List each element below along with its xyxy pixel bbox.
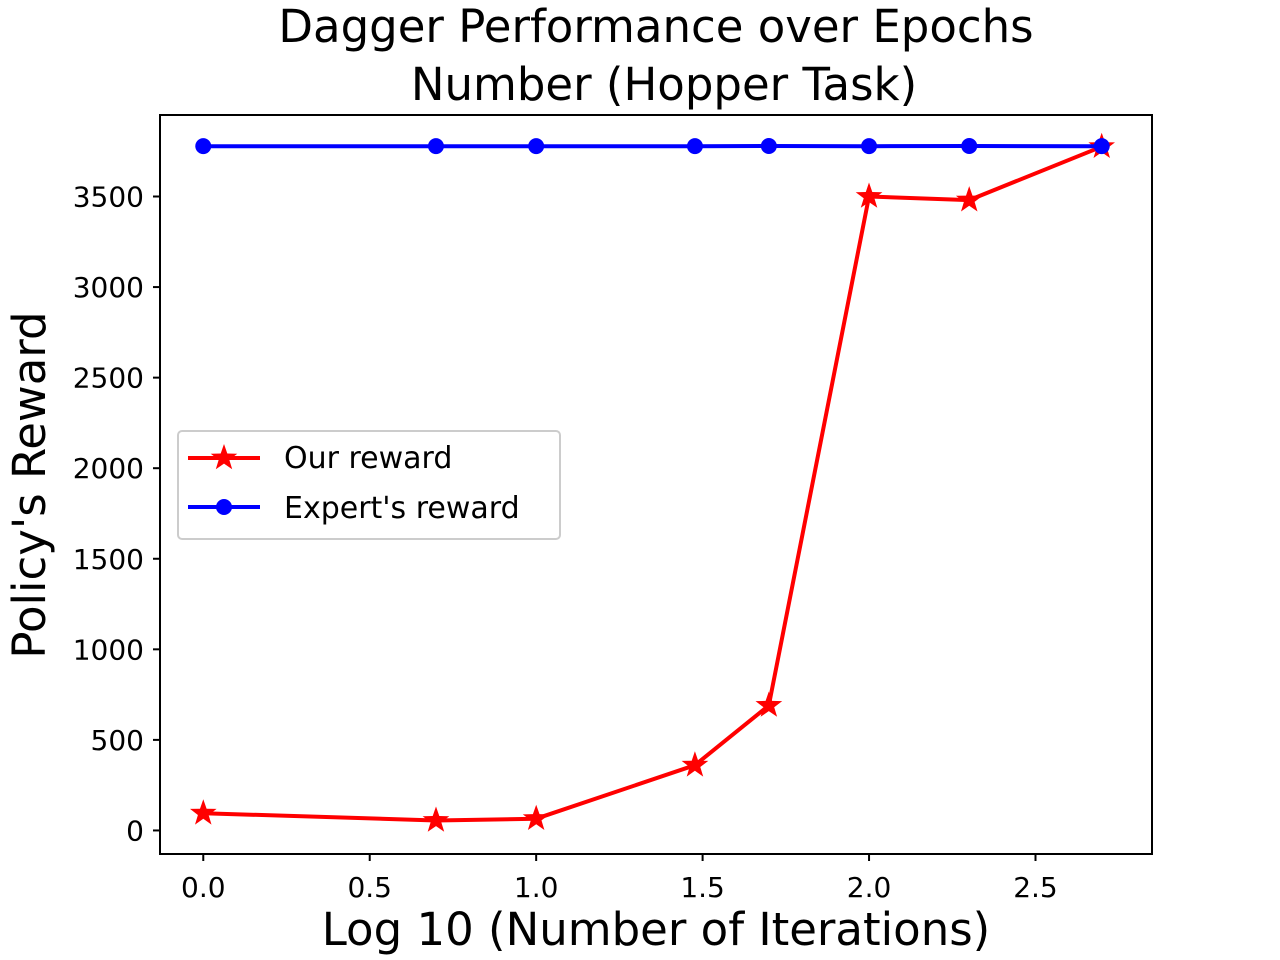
- data-point-star: [955, 186, 983, 212]
- y-axis-label: Policy's Reward: [3, 311, 56, 658]
- y-tick-label: 0: [126, 814, 144, 847]
- x-tick-label: 2.5: [1013, 871, 1058, 904]
- data-point-circle: [1093, 138, 1110, 155]
- data-point-circle: [427, 138, 444, 155]
- axis-ticks: 0.0 0.5 1.0 1.5 2.0 2.5 0 500 1000 1500 2000 2500 30…: [73, 181, 1058, 904]
- y-tick-label: 3000: [73, 271, 144, 304]
- data-point-star: [681, 751, 709, 777]
- series-line-0: [203, 144, 1103, 823]
- y-tick-label: 2500: [73, 362, 144, 395]
- data-point-star: [422, 806, 450, 832]
- data-point-circle: [195, 138, 212, 155]
- data-point-star: [855, 182, 883, 208]
- data-point-circle: [961, 137, 978, 154]
- x-tick-label: 1.5: [680, 871, 725, 904]
- data-point-circle: [760, 137, 777, 154]
- chart-title-line-2: Number (Hopper Task): [411, 58, 917, 111]
- legend-label-our-reward: Our reward: [284, 441, 452, 476]
- legend-star-marker-icon: [210, 444, 238, 470]
- data-point-circle: [528, 138, 545, 155]
- y-tick-label: 500: [91, 724, 144, 757]
- plot-area-frame: [159, 114, 1153, 855]
- x-axis-label: Log 10 (Number of Iterations): [322, 903, 990, 956]
- data-point-circle: [686, 138, 703, 155]
- y-tick-label: 3500: [73, 181, 144, 214]
- legend: Our reward Expert's reward: [177, 430, 561, 540]
- series-layer: [190, 132, 1115, 832]
- x-tick-label: 0.5: [347, 871, 392, 904]
- y-tick-label: 1000: [73, 633, 144, 666]
- chart-title-line-1: Dagger Performance over Epochs: [278, 0, 1033, 53]
- data-point-circle: [861, 138, 878, 155]
- data-point-star: [522, 804, 550, 830]
- data-point-star: [755, 691, 783, 717]
- x-tick-label: 0.0: [181, 871, 226, 904]
- x-tick-label: 1.0: [514, 871, 559, 904]
- legend-circle-marker-icon: [216, 499, 232, 515]
- data-point-star: [190, 799, 217, 825]
- y-tick-label: 2000: [73, 452, 144, 485]
- x-tick-label: 2.0: [847, 871, 892, 904]
- legend-label-expert-reward: Expert's reward: [284, 491, 520, 526]
- legend-box: [177, 430, 561, 540]
- y-tick-label: 1500: [73, 543, 144, 576]
